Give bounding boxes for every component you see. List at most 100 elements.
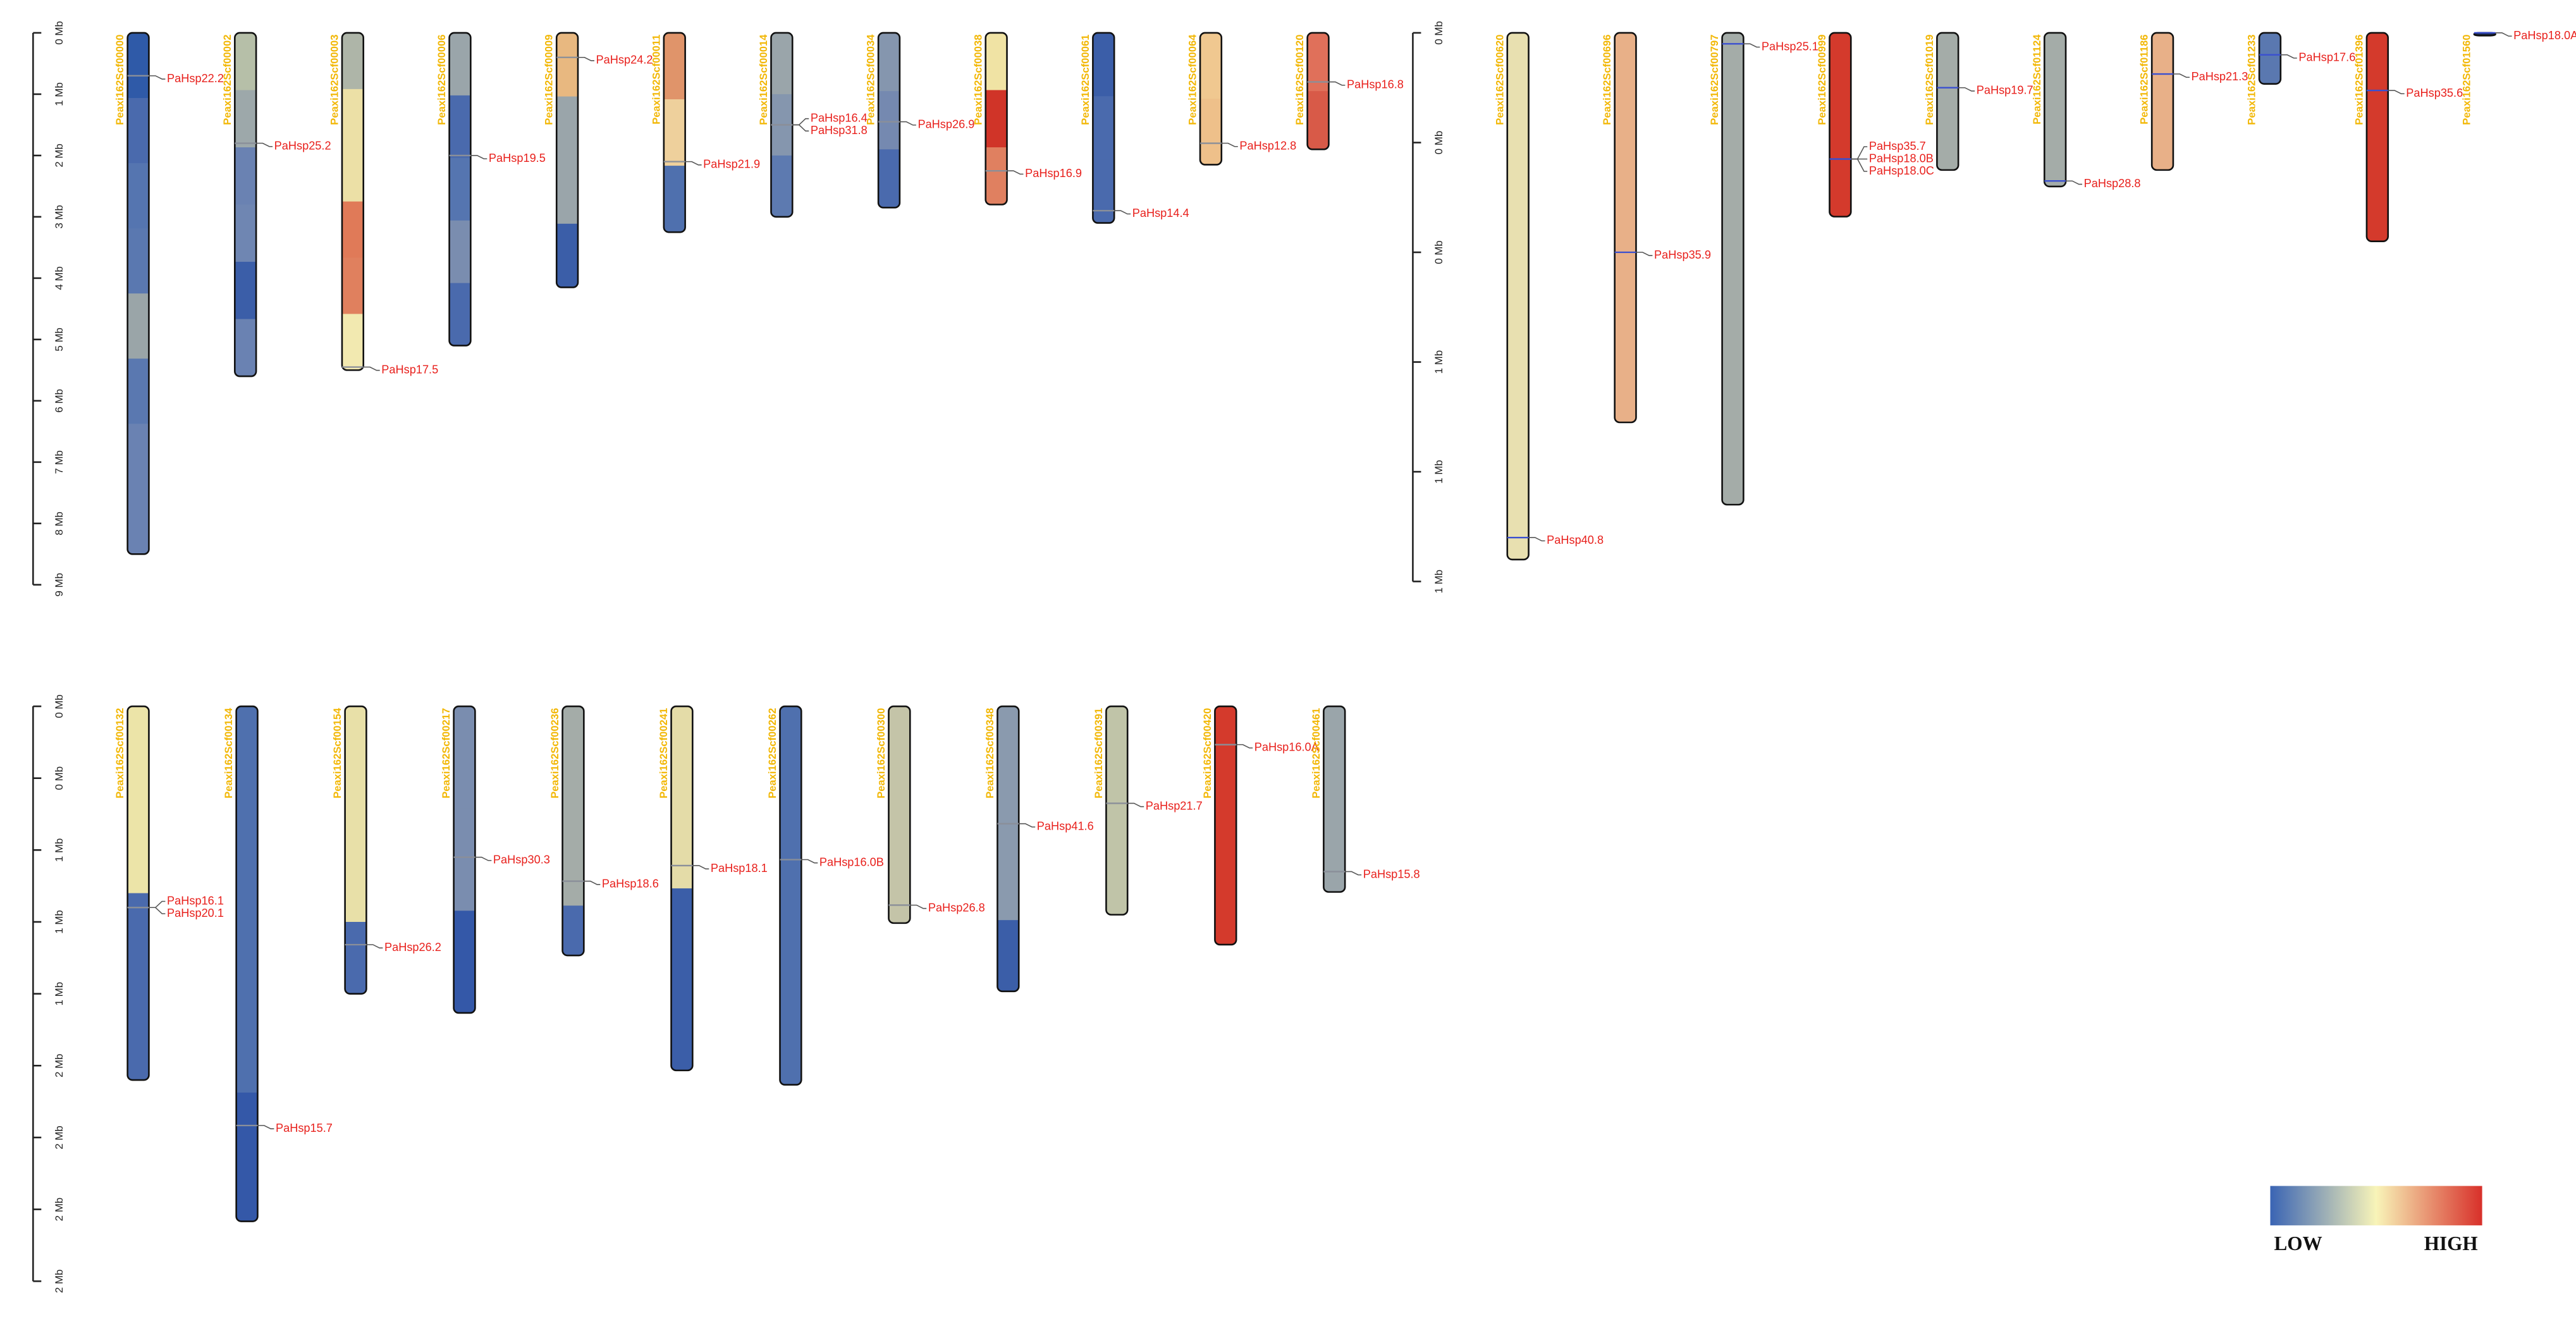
gene-leader: [584, 880, 601, 885]
band: [878, 32, 900, 92]
gene-label: PaHsp35.6: [2406, 87, 2463, 99]
band: [235, 262, 257, 320]
scaffold-label: Peaxi162Scf00999: [1816, 35, 1828, 125]
gene-label: PaHsp40.8: [1547, 534, 1604, 546]
band: [236, 706, 258, 836]
band: [556, 32, 578, 97]
gene-label: PaHsp26.9: [917, 118, 974, 131]
band: [2366, 32, 2388, 242]
gene-label: PaHsp21.9: [703, 158, 760, 171]
chromosome-body: [235, 705, 259, 1222]
band: [878, 149, 900, 208]
band: [127, 893, 149, 1081]
chromosome: Peaxi162Scf00038 PaHsp16.9: [972, 32, 1082, 206]
gene-leader: [1019, 823, 1036, 828]
gene-label: PaHsp25.2: [274, 140, 331, 152]
gene-label: PaHsp19.7: [1977, 84, 2033, 97]
gene-leader: [257, 1125, 274, 1129]
chromosome: Peaxi162Scf00061 PaHsp14.4: [1079, 32, 1189, 224]
chromosome: Peaxi162Scf00696 PaHsp35.9: [1601, 32, 1711, 424]
chromosome: Peaxi162Scf00797 PaHsp25.1: [1708, 32, 1819, 506]
band: [127, 32, 149, 99]
chromosome: Peaxi162Scf00348 PaHsp41.6: [984, 705, 1094, 993]
gene-leader: [256, 142, 273, 147]
panel: 0 Mb 1 Mb 2 Mb 3 Mb 4 Mb 5 Mb 6 Mb 7 Mb 8 Mb 9 Mb…: [32, 21, 1404, 597]
gene-leader: [1236, 744, 1253, 749]
tick-label: 2 Mb: [53, 1198, 65, 1222]
gene-leader: [1345, 871, 1362, 876]
tick-label: 1 Mb: [53, 982, 65, 1006]
chromosome: Peaxi162Scf00420 PaHsp16.0A: [1201, 705, 1320, 946]
chromosome-body: [1214, 705, 1237, 946]
tick-label: 0 Mb: [53, 694, 65, 718]
band: [562, 706, 584, 757]
band: [1200, 32, 1222, 99]
band: [236, 1092, 258, 1222]
band: [449, 157, 471, 221]
gene-label: PaHsp16.0B: [819, 856, 884, 868]
band: [341, 89, 364, 146]
band: [1093, 32, 1115, 97]
scaffold-label: Peaxi162Scf00154: [331, 708, 343, 799]
gene-leader: [363, 366, 380, 371]
gene-label: PaHsp16.4: [811, 111, 868, 124]
chromosome-body: [984, 32, 1008, 206]
tick-label: 1 Mb: [53, 910, 65, 934]
tick-label: 2 Mb: [53, 1269, 65, 1293]
scaffold-label: Peaxi162Scf00000: [114, 35, 126, 125]
scaffold-label: Peaxi162Scf00391: [1093, 708, 1105, 799]
gene-label: PaHsp22.2: [167, 72, 224, 85]
band: [562, 806, 584, 857]
chromosome: Peaxi162Scf00620 PaHsp40.8: [1493, 32, 1604, 561]
band: [453, 808, 475, 912]
gene-label: PaHsp18.0A: [2513, 29, 2576, 42]
band: [341, 201, 364, 259]
chromosome-body: [1323, 705, 1346, 893]
scaffold-label: Peaxi162Scf01396: [2353, 35, 2365, 125]
band: [1614, 32, 1636, 422]
gene-leader: [1221, 142, 1238, 147]
band: [1722, 32, 1744, 505]
gene-leader: [2280, 54, 2297, 59]
tick-label: 3 Mb: [53, 205, 65, 229]
chromosome-body: [1721, 32, 1745, 506]
band: [127, 424, 149, 490]
chromosome-body: [126, 705, 150, 1081]
chromosome-body: [997, 705, 1020, 993]
band: [771, 155, 793, 217]
band: [2474, 32, 2496, 36]
chromosome-body: [561, 705, 585, 957]
band: [127, 489, 149, 555]
scaffold-label: Peaxi162Scf00006: [436, 35, 448, 125]
gene-leader: [1743, 43, 1760, 48]
band: [449, 283, 471, 346]
chromosome: Peaxi162Scf00241 PaHsp18.1: [658, 705, 768, 1072]
chromosome-body: [234, 32, 257, 377]
scaffold-label: Peaxi162Scf01019: [1923, 35, 1935, 125]
scaffold-label: Peaxi162Scf00620: [1493, 35, 1506, 125]
band: [1307, 91, 1329, 150]
band: [345, 778, 367, 851]
gene-leader: [1528, 537, 1545, 542]
band: [341, 145, 364, 202]
gene-label: PaHsp19.5: [489, 152, 546, 164]
chromosome-body: [344, 705, 367, 995]
band: [449, 32, 471, 96]
tick-label: 0 Mb: [1433, 21, 1445, 45]
band: [663, 32, 685, 100]
gene-leader: [470, 155, 488, 159]
scaffold-label: Peaxi162Scf00241: [658, 708, 670, 799]
tick-label: 7 Mb: [53, 450, 65, 474]
band: [780, 706, 802, 1085]
band: [1106, 706, 1128, 915]
chromosome: Peaxi162Scf00034 PaHsp26.9: [865, 32, 974, 209]
gene-label: PaHsp21.3: [2192, 70, 2248, 83]
tick-label: 1 Mb: [1433, 350, 1445, 374]
chromosome-body: [1199, 32, 1223, 166]
gene-leader: [2066, 180, 2083, 185]
chromosome: Peaxi162Scf00391 PaHsp21.7: [1093, 705, 1203, 916]
chromosome: Peaxi162Scf00236 PaHsp18.6: [549, 705, 659, 957]
band: [453, 911, 475, 1013]
band: [236, 964, 258, 1093]
